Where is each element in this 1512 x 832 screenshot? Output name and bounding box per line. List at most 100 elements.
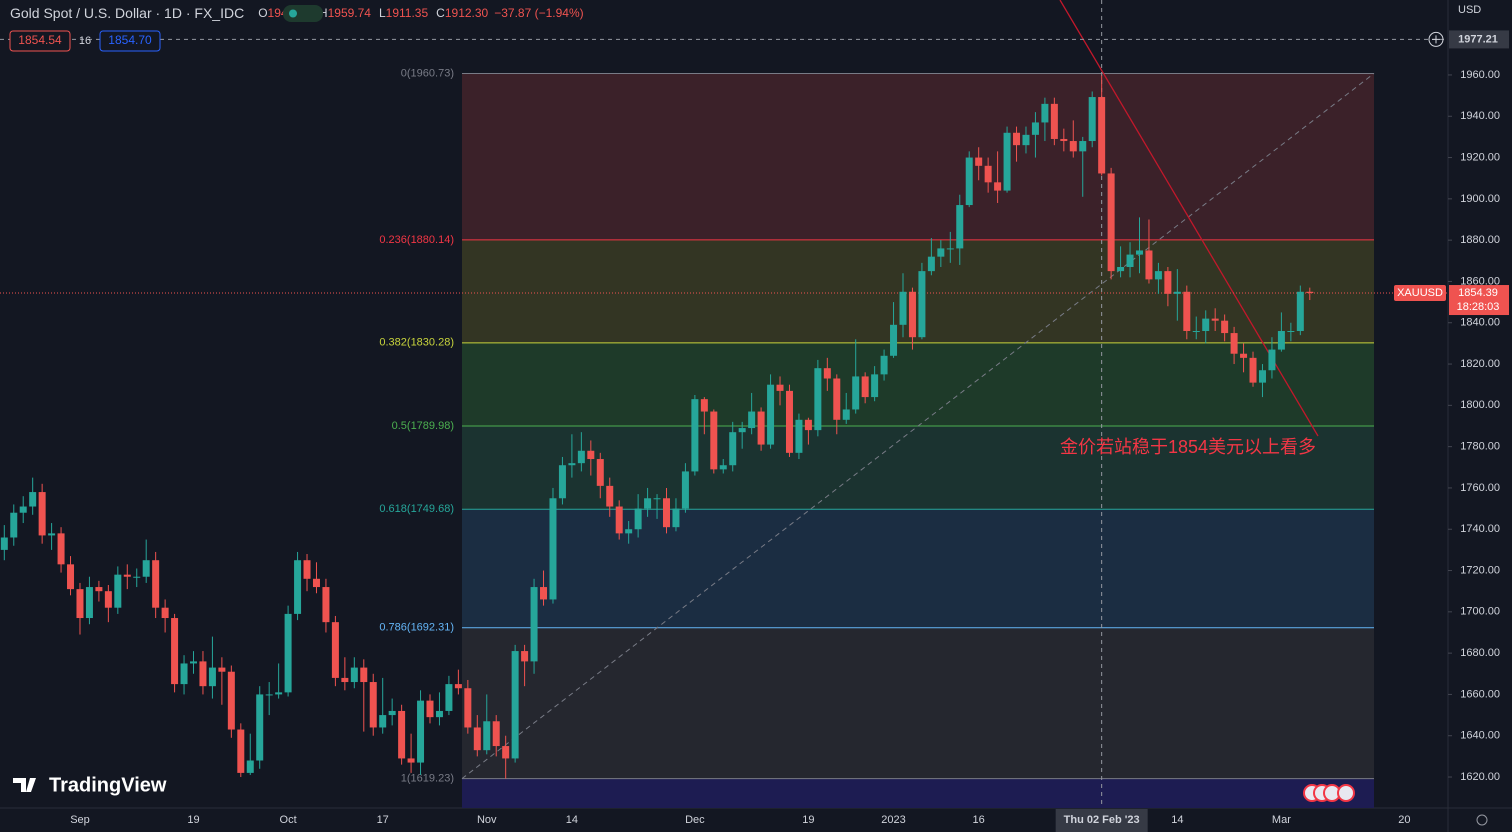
y-tick-label: 1960.00 — [1460, 69, 1500, 81]
candle-body — [511, 651, 519, 759]
currency[interactable]: USD — [1458, 4, 1481, 16]
candle-body — [1145, 250, 1153, 280]
fib-label: 0.618(1749.68) — [379, 503, 454, 515]
candle-body — [871, 374, 879, 398]
status-dot — [289, 9, 297, 18]
fib-label: 1(1619.23) — [401, 773, 454, 785]
fib-label: 0.382(1830.28) — [379, 337, 454, 349]
x-tick-label: 17 — [377, 814, 389, 826]
candle-body — [984, 165, 992, 183]
candle-body — [502, 746, 510, 759]
candle-body — [1268, 349, 1276, 371]
candle-body — [710, 411, 718, 470]
fib-zone — [462, 778, 1374, 808]
candle-body — [114, 574, 122, 608]
candle-body — [19, 506, 27, 513]
candle-body — [57, 533, 65, 565]
fib-label: 0.236(1880.14) — [379, 234, 454, 246]
candle-body — [1079, 141, 1087, 152]
y-tick-label: 1880.00 — [1460, 234, 1500, 246]
candle-body — [767, 384, 775, 445]
candle-body — [1031, 122, 1039, 135]
candle-body — [956, 205, 964, 249]
candle-body — [284, 613, 292, 693]
candle-body — [814, 368, 822, 431]
candle-body — [67, 564, 75, 590]
candle-body — [615, 506, 623, 534]
sell-box[interactable] — [9, 30, 71, 52]
x-tick-label: Nov — [477, 814, 497, 826]
fib-zone — [462, 426, 1374, 510]
candle-body — [331, 622, 339, 678]
candle-body — [275, 692, 283, 695]
candle-body — [379, 715, 387, 728]
spread: 16 — [79, 35, 91, 47]
candle-body — [880, 355, 888, 375]
candle-body — [1041, 103, 1049, 123]
candle-body — [208, 667, 216, 687]
status-pill — [283, 5, 323, 22]
candle-body — [1107, 173, 1115, 272]
x-tick-label: Mar — [1272, 814, 1291, 826]
candle-body — [1050, 103, 1058, 139]
fib-label: 0(1960.73) — [401, 67, 454, 79]
candle-body — [29, 492, 37, 507]
candle-body — [776, 384, 784, 391]
candle-body — [95, 587, 103, 592]
event-icon[interactable] — [1337, 784, 1355, 802]
candle-body — [341, 677, 349, 683]
crosshair-price: 1977.21 — [1458, 33, 1498, 45]
candle-body — [426, 700, 434, 718]
y-tick-label: 1700.00 — [1460, 606, 1500, 618]
candle-body — [303, 560, 311, 579]
fib-trendline — [461, 73, 1375, 780]
candle-body — [161, 607, 169, 619]
candle-body — [369, 682, 377, 728]
candle-body — [218, 667, 226, 672]
candle-body — [1098, 97, 1106, 174]
candle-body — [473, 727, 481, 751]
candle-body — [133, 576, 141, 578]
settings-icon[interactable] — [1476, 814, 1488, 826]
candle-body — [975, 157, 983, 166]
candle-body — [388, 710, 396, 716]
candle-body — [1013, 132, 1021, 146]
candle-body — [1240, 353, 1248, 358]
add-alert-button[interactable] — [1428, 31, 1444, 47]
y-tick-label: 1740.00 — [1460, 523, 1500, 535]
candle-body — [454, 684, 462, 689]
x-tick-label: 19 — [187, 814, 199, 826]
candle-body — [1202, 318, 1210, 332]
candle-body — [171, 618, 179, 685]
ohlc-value: 1912.30 — [445, 6, 489, 20]
ohlc-key: L — [379, 6, 386, 20]
candle-body — [1211, 318, 1219, 321]
candle-body — [587, 450, 595, 460]
candle-body — [180, 663, 188, 685]
candle-body — [398, 710, 406, 759]
y-tick-label: 1680.00 — [1460, 647, 1500, 659]
y-tick-label: 1780.00 — [1460, 441, 1500, 453]
logo: TradingView — [49, 774, 167, 796]
candle-body — [1230, 333, 1238, 354]
candle-body — [965, 157, 973, 206]
buy-price: 1854.70 — [108, 33, 152, 47]
symbol-label: XAUUSD — [1397, 287, 1443, 299]
candle-body — [85, 587, 93, 619]
x-tick-label: 14 — [566, 814, 578, 826]
candle-body — [540, 587, 548, 600]
buy-box[interactable] — [99, 30, 161, 52]
y-tick-label: 1640.00 — [1460, 730, 1500, 742]
candle-body — [842, 409, 850, 420]
candle-body — [757, 411, 765, 445]
x-tick-label: 2023 — [881, 814, 905, 826]
candle-body — [899, 291, 907, 325]
candle-body — [890, 324, 898, 356]
candle-body — [946, 248, 954, 250]
candle-body — [937, 248, 945, 257]
candle-body — [350, 667, 358, 683]
candle-body — [294, 560, 302, 614]
y-tick-label: 1900.00 — [1460, 193, 1500, 205]
candle-body — [568, 463, 576, 466]
